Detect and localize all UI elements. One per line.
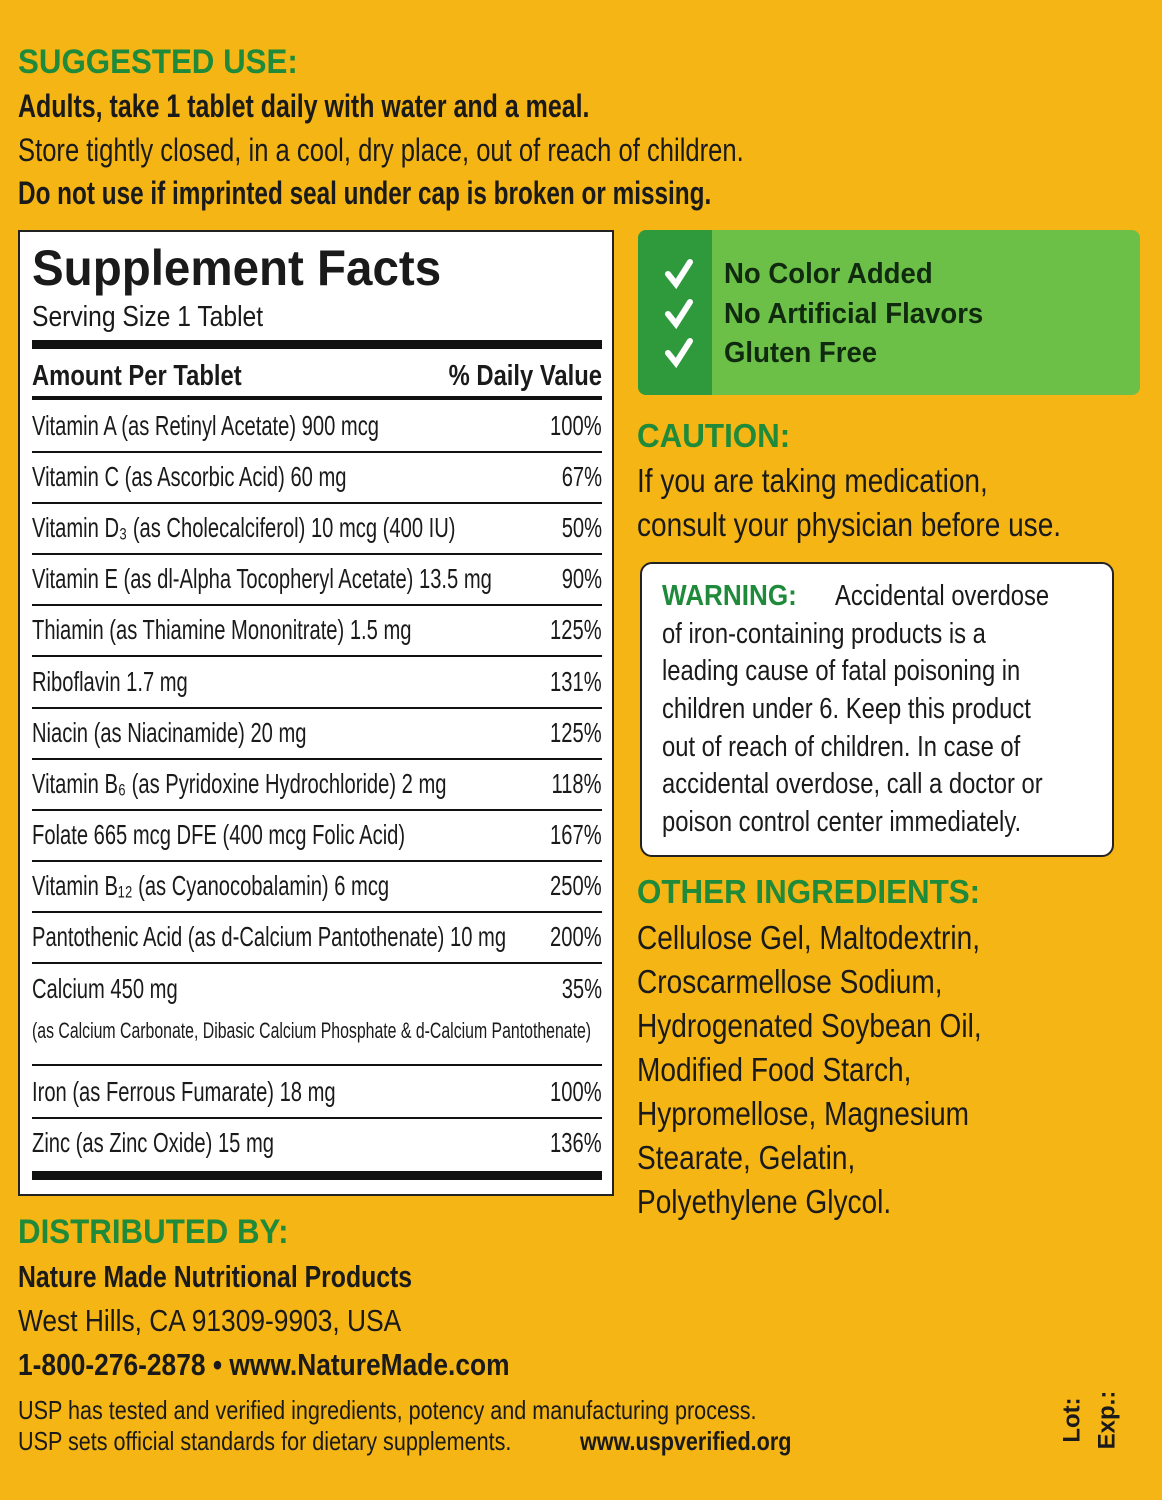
daily-value: 125%: [550, 614, 602, 645]
nutrient: Riboflavin 1.7 mg: [32, 666, 188, 697]
warning-label: WARNING:: [662, 579, 797, 612]
warning-text: Accidental overdose: [835, 579, 1050, 612]
row-rule: [32, 707, 602, 709]
daily-value: 100%: [550, 1076, 602, 1107]
warning-text: leading cause of fatal poisoning in: [662, 655, 1021, 688]
row-rule: [32, 758, 602, 760]
row-rule: [32, 962, 602, 964]
usp-url: www.uspverified.org: [580, 1426, 792, 1456]
claims-strip: [638, 230, 712, 395]
row-rule: [32, 502, 602, 504]
row-rule: [32, 655, 602, 657]
row-rule: [32, 911, 602, 913]
daily-value: 35%: [561, 973, 602, 1004]
ingredient-text: Modified Food Starch,: [637, 1050, 912, 1088]
nutrient: Folate 665 mcg DFE (400 mcg Folic Acid): [32, 819, 406, 850]
daily-value: 50%: [561, 512, 602, 543]
ingredient-text: Cellulose Gel, Maltodextrin,: [637, 918, 980, 956]
nutrient: Vitamin B₆ (as Pyridoxine Hydrochloride)…: [32, 768, 447, 799]
check: [665, 299, 693, 330]
daily-value: 131%: [550, 666, 602, 697]
claim: No Artificial Flavors: [724, 297, 984, 330]
daily-value: 136%: [550, 1127, 602, 1158]
row-rule: [32, 604, 602, 606]
lot-label: Lot:: [1058, 1397, 1086, 1443]
rule: [32, 396, 602, 400]
daily-value: 90%: [561, 563, 602, 594]
nutrient: Vitamin A (as Retinyl Acetate) 900 mcg: [32, 410, 380, 441]
instruction: Store tightly closed, in a cool, dry pla…: [18, 132, 744, 168]
heading: SUGGESTED USE:: [18, 43, 298, 81]
warning-text: accidental overdose, call a doctor or: [662, 768, 1043, 801]
heading: CAUTION:: [637, 416, 791, 454]
column-header: Amount Per Tablet: [32, 359, 242, 392]
warning-text: children under 6. Keep this product: [662, 692, 1031, 725]
daily-value: 100%: [550, 410, 602, 441]
nutrient: Thiamin (as Thiamine Mononitrate) 1.5 mg: [32, 614, 412, 645]
usp-text: USP sets official standards for dietary …: [18, 1426, 512, 1456]
column-header: % Daily Value: [448, 359, 602, 392]
heading: DISTRIBUTED BY:: [18, 1213, 289, 1251]
nutrient: Niacin (as Niacinamide) 20 mg: [32, 717, 307, 748]
ingredient-text: Hydrogenated Soybean Oil,: [637, 1006, 982, 1044]
usp-text: USP has tested and verified ingredients,…: [18, 1395, 757, 1425]
nutrient: Vitamin E (as dl-Alpha Tocopheryl Acetat…: [32, 563, 492, 594]
ingredient-text: Croscarmellose Sodium,: [637, 962, 943, 1000]
warning-text: out of reach of children. In case of: [662, 730, 1021, 763]
warning-box: [640, 562, 1114, 857]
nutrient: Vitamin B₁₂ (as Cyanocobalamin) 6 mcg: [32, 870, 390, 901]
row-rule: [32, 860, 602, 862]
nutrient: Calcium 450 mg: [32, 973, 178, 1004]
ingredient-text: Stearate, Gelatin,: [637, 1138, 856, 1176]
daily-value: 125%: [550, 717, 602, 748]
claim: No Color Added: [724, 257, 933, 290]
daily-value: 118%: [551, 768, 602, 799]
daily-value: 250%: [550, 870, 602, 901]
heading: OTHER INGREDIENTS:: [637, 872, 981, 910]
row-rule: [32, 809, 602, 811]
nutrient: Pantothenic Acid (as d-Calcium Pantothen…: [32, 921, 507, 952]
company: Nature Made Nutritional Products: [18, 1258, 413, 1294]
row-rule: [32, 451, 602, 453]
address: West Hills, CA 91309-9903, USA: [18, 1302, 402, 1338]
thick-rule: [32, 340, 602, 349]
instruction: Adults, take 1 tablet daily with water a…: [18, 88, 590, 124]
checkmarks: [665, 259, 693, 369]
row-rule: [32, 1064, 602, 1066]
nutrient: Vitamin C (as Ascorbic Acid) 60 mg: [32, 461, 347, 492]
row-rule: [32, 553, 602, 555]
caution-text: If you are taking medication,: [637, 461, 988, 499]
daily-value: 67%: [561, 461, 602, 492]
daily-value: 167%: [550, 819, 602, 850]
contact: 1-800-276-2878 • www.NatureMade.com: [18, 1346, 510, 1382]
claim: Gluten Free: [724, 336, 878, 369]
instruction: Do not use if imprinted seal under cap i…: [18, 175, 712, 211]
facts-panel: [18, 230, 614, 1196]
ingredient-text: Polyethylene Glycol.: [637, 1182, 892, 1220]
nutrient: Zinc (as Zinc Oxide) 15 mg: [32, 1127, 274, 1158]
nutrient: Vitamin D₃ (as Cholecalciferol) 10 mcg (…: [32, 512, 456, 543]
daily-value: 200%: [550, 921, 602, 952]
facts-title: Supplement Facts: [32, 240, 442, 296]
nutrient: Iron (as Ferrous Fumarate) 18 mg: [32, 1076, 336, 1107]
thick-rule: [32, 1171, 602, 1180]
check: [665, 338, 693, 369]
caution-text: consult your physician before use.: [637, 505, 1062, 543]
claims-panel: [638, 230, 1140, 395]
warning-text: poison control center immediately.: [662, 806, 1022, 838]
exp-label: Exp.:: [1093, 1390, 1121, 1450]
serving-size: Serving Size 1 Tablet: [32, 300, 264, 333]
check: [665, 259, 693, 290]
warning-text: of iron-containing products is a: [662, 617, 986, 650]
nutrient-note: (as Calcium Carbonate, Dibasic Calcium P…: [32, 1018, 592, 1043]
row-rule: [32, 1117, 602, 1119]
ingredient-text: Hypromellose, Magnesium: [637, 1094, 970, 1132]
